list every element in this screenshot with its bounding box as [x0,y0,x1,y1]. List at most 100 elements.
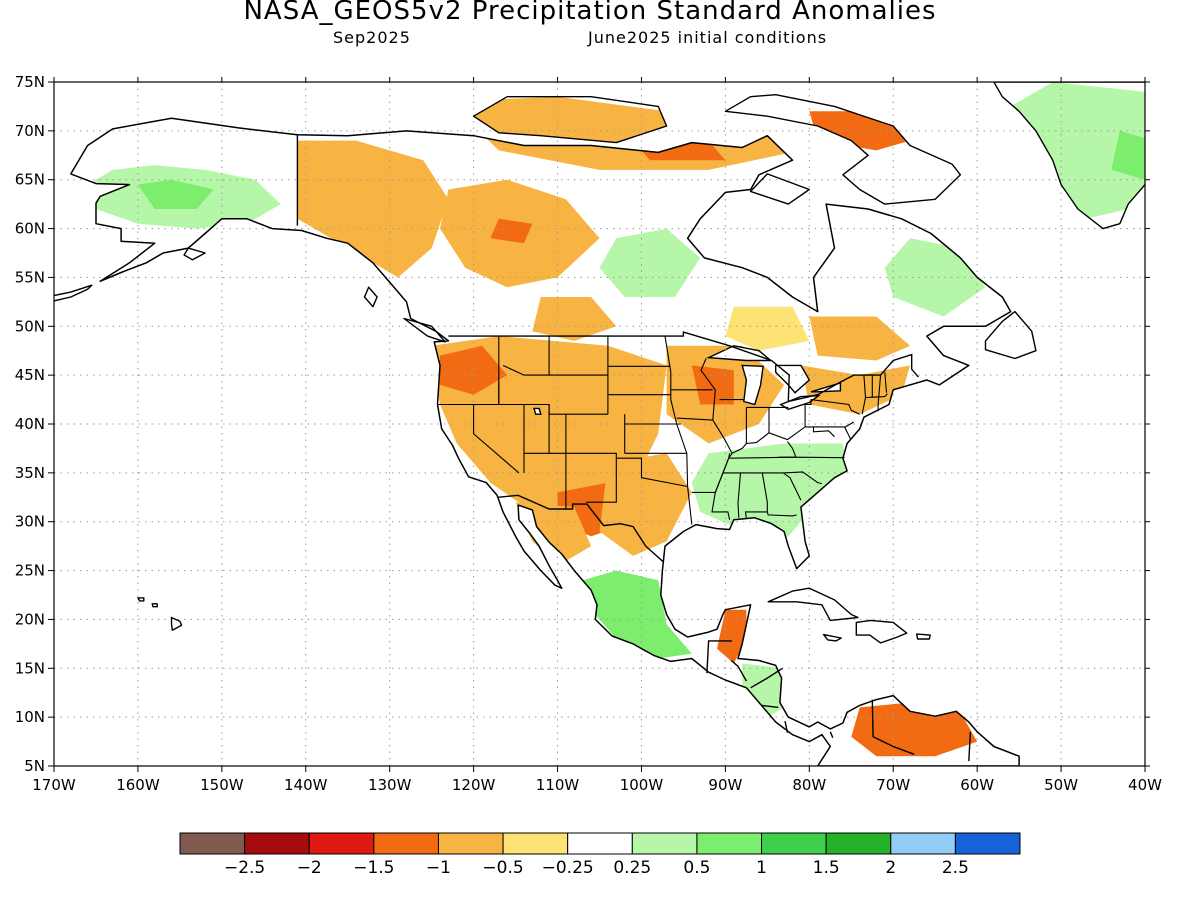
colorbar-swatch [244,832,310,855]
coastline-island [984,310,1037,360]
state-border [549,452,617,503]
lat-tick-label: 10N [15,708,45,726]
lat-tick-label: 30N [15,513,45,531]
colorbar-swatch [437,832,504,855]
lon-tick-label: 60W [960,776,994,794]
colorbar-label: −1.5 [353,858,394,878]
coastline-island [993,82,1145,230]
colorbar-label: −1 [426,858,451,878]
colorbar-label: −0.5 [482,858,523,878]
colorbar-swatch [502,832,569,855]
colorbar-swatch [890,832,956,855]
lat-tick-label: 40N [15,415,45,433]
anomaly-region-midwest-core [691,365,734,405]
colorbar-label: 1 [756,858,767,878]
lat-tick-label: 15N [15,659,45,677]
country-border [968,731,972,762]
lon-tick-label: 100W [620,776,664,794]
coastline-mainland [70,117,1020,766]
lon-tick-label: 50W [1044,776,1078,794]
lon-tick-label: 130W [368,776,412,794]
colorbar-swatch [179,832,246,855]
colorbar-label: 0.25 [613,858,651,878]
lon-tick-label: 140W [284,776,328,794]
state-border [737,472,742,518]
country-border [750,667,783,689]
coastline-island [767,587,859,622]
colorbar-swatch [696,832,763,855]
lon-tick-label: 150W [200,776,244,794]
lat-tick-label: 45N [15,366,45,384]
country-border [761,704,779,709]
country-border [730,659,748,682]
lake-outline [775,364,811,394]
lon-tick-label: 80W [792,776,826,794]
anomaly-region-saskatchewan [532,297,617,341]
state-border [616,457,688,488]
colorbar-swatch [373,832,439,855]
coastline-island [822,633,842,642]
state-border [812,426,835,438]
lakes-layer [533,345,842,415]
coastline-island [749,173,810,205]
coastline-island [54,284,93,302]
lon-tick-label: 70W [876,776,910,794]
coastline-island [855,619,908,644]
coastline-island [363,286,378,308]
lake-outline [810,382,842,393]
initial-conditions: June2025 initial conditions [588,28,828,47]
anomaly-region-yucatan [717,609,747,664]
state-border [502,336,550,376]
colorbar: −2.5 −2 −1.5 −1 −0.5 −0.25 0.25 0.5 1 1.5 2 2.5 [179,832,1021,878]
state-border [768,404,806,441]
colorbar-swatch [631,832,698,855]
country-border [448,331,919,403]
lat-tick-label: 25N [15,562,45,580]
anomaly-region-ontario [725,306,810,351]
country-border [871,699,915,755]
coastline-island [151,603,158,608]
colorbar-label: 1.5 [813,858,840,878]
anomaly-region-greenland [1002,82,1145,219]
state-border [782,472,802,501]
anomaly-region-alaska-core [137,179,214,209]
colorbar-label: 2 [885,858,896,878]
lat-tick-label: 60N [15,220,45,238]
state-border [731,407,747,454]
anomaly-region-nwt-core [490,218,533,244]
map-title: NASA_GEOS5v2 Precipitation Standard Anom… [243,0,937,26]
lon-tick-label: 170W [32,776,76,794]
colorbar-label: 0.5 [683,858,710,878]
country-border [784,720,789,733]
coastline-island [403,317,446,343]
coastline-island [724,93,962,205]
coastline-island [183,247,206,261]
axis-ticks: 170W 160W 150W 140W 130W 120W 110W 100W 90W 80W 70… [15,73,1162,794]
colorbar-label: −2 [297,858,322,878]
country-border [497,494,664,563]
state-border [746,407,770,445]
anomaly-region-southeast [691,443,848,551]
colorbar-swatch [308,832,375,855]
anomaly-region-quebec-south [809,316,910,361]
colorbar-swatch [954,832,1021,855]
lon-tick-label: 110W [536,776,580,794]
anomaly-region-southern-plains [599,453,692,556]
state-border [805,421,855,428]
state-border [787,441,797,458]
state-border [844,426,851,439]
lon-tick-label: 90W [708,776,742,794]
lat-tick-label: 75N [15,73,45,91]
lon-tick-label: 120W [452,776,496,794]
state-border [722,471,823,485]
state-border [700,358,733,520]
anomaly-region-greenland-core [1111,130,1145,180]
colorbar-swatch [825,832,892,855]
lon-tick-label: 40W [1128,776,1162,794]
state-border [884,372,888,393]
lat-tick-label: 35N [15,464,45,482]
colorbar-label: −2.5 [224,858,265,878]
state-border [473,404,520,474]
lat-tick-label: 20N [15,610,45,628]
